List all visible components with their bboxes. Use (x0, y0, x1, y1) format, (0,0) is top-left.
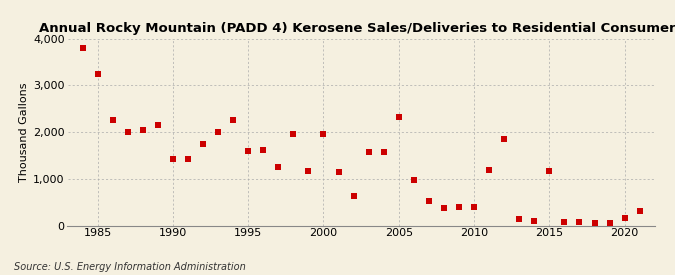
Point (273, 165, 284, 169)
Point (198, 141, 209, 146)
Point (529, 219, 540, 223)
Point (499, 137, 510, 141)
Point (122, 130, 133, 134)
Point (303, 169, 314, 173)
Point (454, 205, 464, 210)
Point (288, 132, 299, 136)
Point (468, 205, 479, 210)
Point (439, 206, 450, 210)
Point (138, 127, 148, 132)
Point (92, 71, 103, 76)
Point (333, 169, 344, 174)
Point (167, 156, 178, 161)
Point (258, 148, 269, 152)
Point (544, 169, 555, 174)
Point (243, 148, 254, 153)
Point (604, 221, 615, 225)
Point (619, 216, 630, 221)
Point (589, 221, 600, 225)
Point (318, 132, 329, 136)
Point (408, 178, 419, 182)
Point (423, 199, 434, 204)
Point (514, 217, 524, 222)
Point (634, 209, 645, 213)
Point (153, 123, 163, 127)
Point (107, 118, 118, 123)
Point (559, 220, 570, 224)
Point (363, 149, 374, 154)
Point (378, 149, 389, 154)
Y-axis label: Thousand Gallons: Thousand Gallons (19, 82, 29, 182)
Point (227, 118, 238, 123)
Point (348, 193, 359, 198)
Point (574, 220, 585, 224)
Title: Annual Rocky Mountain (PADD 4) Kerosene Sales/Deliveries to Residential Consumer: Annual Rocky Mountain (PADD 4) Kerosene … (39, 21, 675, 35)
Point (182, 156, 193, 161)
Point (484, 168, 495, 172)
Point (394, 114, 404, 119)
Text: Source: U.S. Energy Information Administration: Source: U.S. Energy Information Administ… (14, 262, 245, 272)
Point (77, 46, 88, 50)
Point (213, 130, 223, 134)
